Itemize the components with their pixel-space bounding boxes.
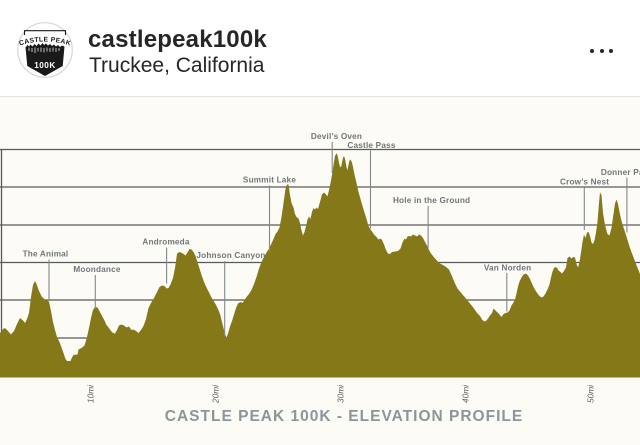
svg-text:Moondance: Moondance	[73, 265, 121, 274]
svg-text:Andromeda: Andromeda	[142, 238, 190, 247]
svg-text:CASTLE PEAK 100K - ELEVATION P: CASTLE PEAK 100K - ELEVATION PROFILE	[165, 408, 523, 425]
svg-text:Donner Pass: Donner Pass	[601, 168, 640, 177]
svg-text:Hole in the Ground: Hole in the Ground	[393, 196, 470, 205]
svg-text:20mi: 20mi	[211, 384, 221, 404]
svg-text:Crow’s Nest: Crow’s Nest	[560, 178, 609, 187]
svg-text:50mi: 50mi	[586, 384, 596, 403]
svg-text:CASTLE PEAK: CASTLE PEAK	[18, 36, 71, 47]
svg-text:Devil’s Oven: Devil’s Oven	[311, 132, 362, 141]
svg-text:10mi: 10mi	[86, 384, 96, 403]
svg-text:The Animal: The Animal	[23, 250, 69, 259]
svg-text:40mi: 40mi	[461, 384, 471, 403]
svg-text:Summit Lake: Summit Lake	[243, 176, 296, 185]
svg-text:Johnson Canyon: Johnson Canyon	[196, 251, 265, 260]
svg-text:Castle Pass: Castle Pass	[347, 141, 395, 150]
svg-text:Van Norden: Van Norden	[484, 264, 532, 273]
svg-text:30mi: 30mi	[336, 384, 346, 403]
svg-text:100K: 100K	[34, 61, 56, 70]
